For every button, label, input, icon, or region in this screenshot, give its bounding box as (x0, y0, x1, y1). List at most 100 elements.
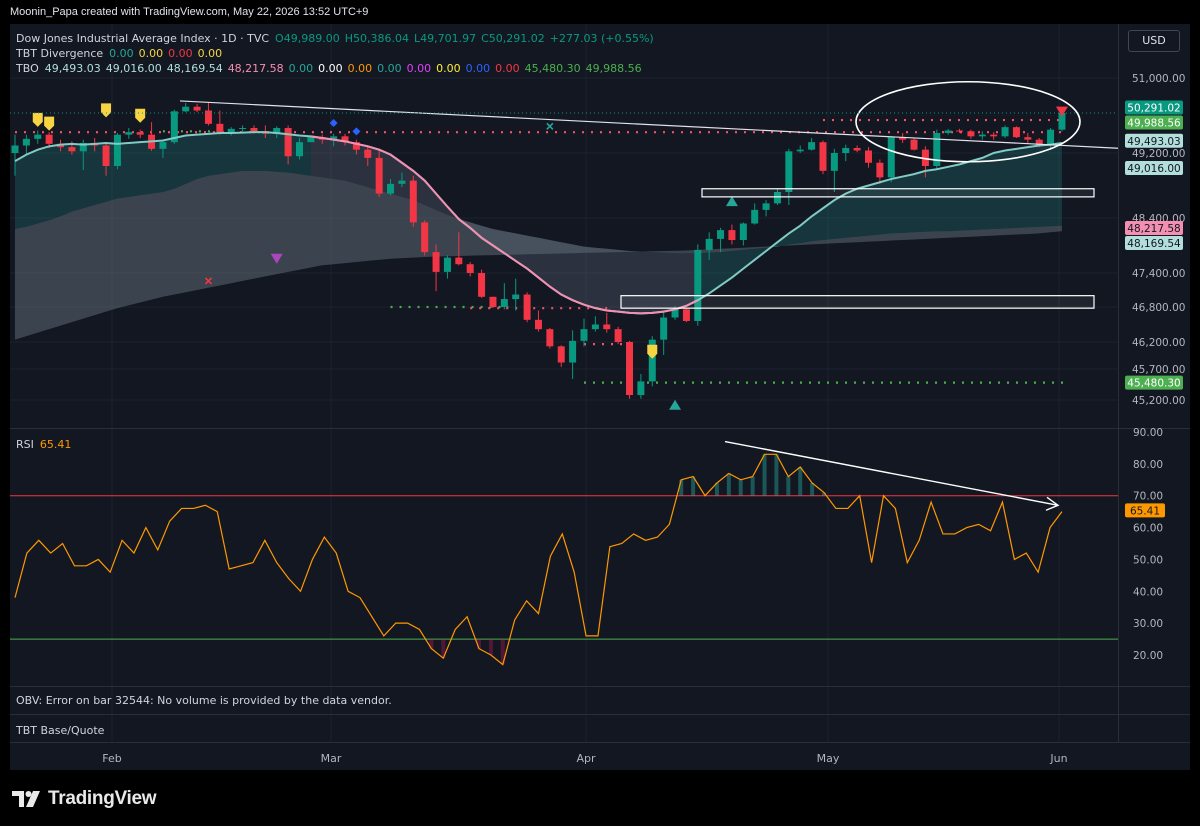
candle-body (443, 257, 451, 272)
tbo-bear-cloud (310, 136, 698, 314)
tradingview-logo[interactable]: TradingView (12, 788, 157, 810)
candle-body (910, 139, 918, 150)
attribution-text: Moonin_Papa created with TradingView.com… (10, 6, 369, 18)
candle-body (1058, 113, 1066, 130)
candle-body (808, 142, 816, 150)
price-tick-label: 45,200.00 (1132, 395, 1185, 407)
triangle-down-marker (270, 253, 283, 264)
candle-body (22, 138, 30, 146)
currency-button[interactable]: USD (1128, 30, 1180, 52)
obv-separator (10, 686, 1190, 687)
lg-main-value: O (275, 32, 284, 45)
lg-tbo-value: 48,169.54 (166, 62, 223, 75)
candle-body (603, 324, 611, 330)
lg-main-value: 49,701.97 (420, 32, 477, 45)
candle-body (204, 110, 212, 124)
candle-body (45, 134, 53, 144)
rsi-tick-label: 60.00 (1133, 523, 1163, 535)
candle-body (68, 147, 76, 152)
rsi-label: RSI (16, 438, 34, 451)
legend-tbo[interactable]: TBO 49,493.03 49,016.00 48,169.54 48,217.58 0… (16, 62, 647, 75)
lg-tbo-value: 0.00 (436, 62, 461, 75)
triangle-down-marker (1055, 106, 1068, 117)
signal-flag-marker (101, 103, 112, 118)
legend-rsi[interactable]: RSI 65.41 (16, 438, 71, 451)
price-tick-label: 46,200.00 (1132, 337, 1185, 349)
chart-panel[interactable] (10, 24, 1190, 770)
lg-main-value: C (481, 32, 489, 45)
candle-body (705, 238, 713, 250)
candle-body (489, 296, 497, 307)
legend-tbt-divergence[interactable]: TBT Divergence 0.00 0.00 0.00 0.00 (16, 47, 227, 60)
candle-body (990, 134, 998, 137)
rsi-tick-label: 70.00 (1133, 491, 1163, 503)
candle-body (1012, 127, 1020, 138)
tradingview-brand: TradingView (48, 788, 157, 809)
lg-tbo-value: 48,217.58 (227, 62, 284, 75)
support-zone-box (701, 188, 1095, 198)
price-tick-label: 51,000.00 (1132, 73, 1185, 85)
page-header: Moonin_Papa created with TradingView.com… (0, 0, 1200, 24)
price-label-tag (1125, 375, 1183, 390)
lg-main-value: 50,386.04 (352, 32, 409, 45)
candle-body (1001, 127, 1009, 137)
page-footer (0, 770, 1200, 826)
rsi-tick-label: 30.00 (1133, 618, 1163, 630)
lg-main-value: 49,989.00 (283, 32, 340, 45)
candle-body (626, 342, 634, 396)
signal-flag-marker (44, 116, 55, 131)
candle-body (239, 128, 247, 129)
candle-body (1047, 129, 1055, 146)
cross-marker (546, 122, 554, 130)
lg-div-value: 0.00 (109, 47, 134, 60)
signal-flag-marker (32, 112, 43, 127)
price-label-text: 48,169.54 (1127, 238, 1181, 250)
candle-body (102, 145, 110, 166)
candle-body (682, 309, 690, 321)
candle-body (1024, 137, 1032, 140)
candle-body (125, 132, 133, 135)
candle-body (978, 134, 986, 137)
lg-tbo-value: 49,988.56 (585, 62, 642, 75)
price-label-tag (1125, 133, 1183, 148)
cross-marker (204, 277, 213, 285)
lg-tbo-value: 0.00 (406, 62, 432, 75)
candle-body (113, 134, 121, 166)
candle-body (512, 294, 520, 300)
rsi-tick-label: 40.00 (1133, 586, 1163, 598)
candle-body (273, 128, 281, 134)
candle-body (352, 142, 360, 150)
obv-error-note: OBV: Error on bar 32544: No volume is pr… (16, 694, 392, 707)
candle-body (830, 153, 838, 171)
candle-body (614, 329, 622, 342)
legend-main[interactable]: Dow Jones Industrial Average Index · 1D … (16, 32, 659, 45)
price-label-text: 45,480.30 (1127, 378, 1180, 390)
candle-body (796, 149, 804, 152)
candle-body (739, 223, 747, 240)
candle-body (762, 203, 770, 210)
candle-body (159, 142, 167, 149)
lg-main-value: L (413, 32, 421, 45)
rsi-tick-label: 20.00 (1133, 650, 1163, 662)
candle-body (876, 162, 884, 178)
price-label-tag (1125, 221, 1183, 236)
signal-flag-marker (135, 108, 146, 123)
candle-body (591, 324, 599, 330)
diamond-marker (352, 127, 361, 136)
candle-body (330, 136, 338, 140)
lg-div-value: 0.00 (138, 47, 164, 60)
candle-body (580, 329, 588, 341)
candle-body (478, 273, 486, 297)
candle-body (136, 132, 144, 135)
tbt-divergence-label: TBT Divergence (16, 47, 104, 60)
candle-body (500, 299, 508, 307)
rsi-value-tag-text: 65.41 (1130, 505, 1160, 517)
symbol-label: Dow Jones Industrial Average Index · 1D … (16, 32, 270, 45)
rsi-arrow-head (1045, 496, 1060, 511)
candle-body (546, 329, 554, 347)
time-tick-label: Jun (1049, 752, 1067, 765)
price-label-tag (1125, 100, 1183, 115)
candle-body (227, 128, 235, 133)
candle-body (944, 130, 952, 133)
